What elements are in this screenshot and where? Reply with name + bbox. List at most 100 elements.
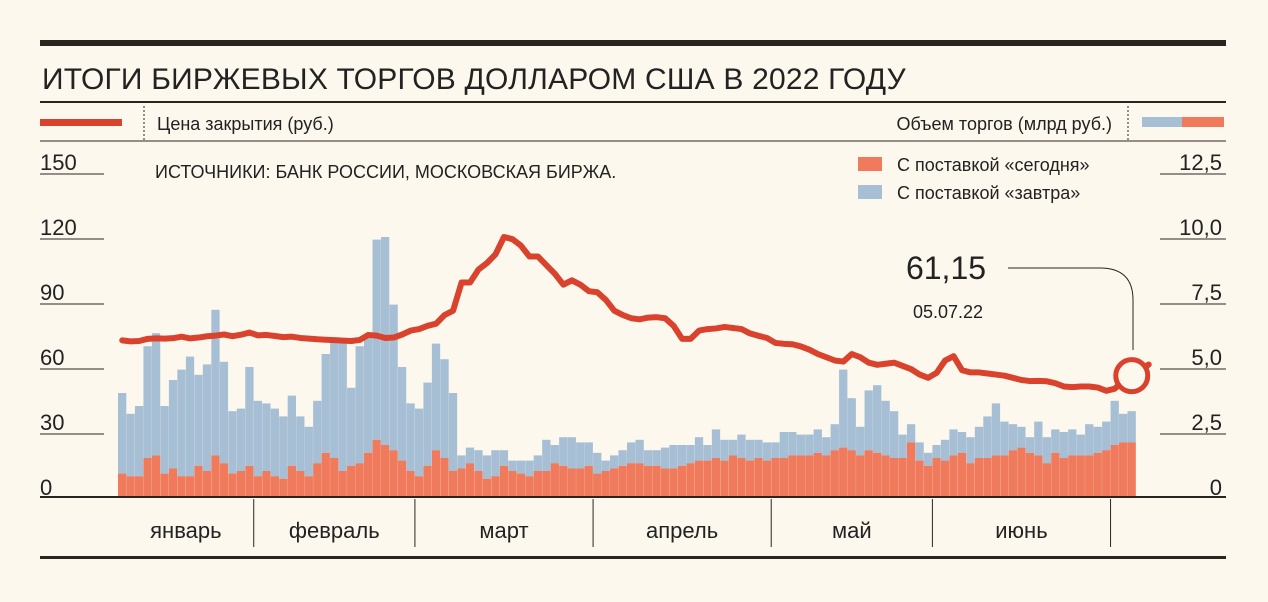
bar-tomorrow bbox=[1102, 421, 1111, 451]
annotation-leader-line bbox=[1008, 267, 1134, 350]
bar-tomorrow bbox=[567, 437, 576, 469]
bar-today bbox=[1093, 452, 1102, 497]
legend-volume-swatch-today bbox=[1182, 117, 1224, 127]
bar-today bbox=[423, 465, 432, 497]
bar-tomorrow bbox=[397, 367, 407, 461]
bar-tomorrow bbox=[457, 455, 466, 469]
legend-volume-swatch-tomorrow bbox=[1142, 117, 1182, 127]
bar-tomorrow bbox=[720, 439, 729, 461]
bar-today bbox=[805, 455, 814, 497]
bar-tomorrow bbox=[423, 382, 432, 466]
bar-tomorrow bbox=[431, 343, 441, 451]
left-axis-tick-label: 30 bbox=[40, 410, 64, 435]
legend-today-swatch bbox=[858, 157, 882, 171]
bar-tomorrow bbox=[737, 434, 746, 458]
bar-tomorrow bbox=[389, 304, 398, 451]
bar-tomorrow bbox=[711, 429, 721, 458]
bar-tomorrow bbox=[202, 364, 212, 471]
last-price-marker bbox=[1113, 357, 1151, 395]
bar-tomorrow bbox=[414, 408, 424, 477]
bar-today bbox=[771, 458, 780, 497]
bar-tomorrow bbox=[1017, 426, 1026, 448]
bar-today bbox=[813, 452, 822, 497]
bar-today bbox=[516, 473, 526, 497]
bar-today bbox=[313, 463, 322, 497]
bar-today bbox=[627, 463, 636, 497]
bar-today bbox=[559, 465, 568, 497]
bar-tomorrow bbox=[847, 398, 856, 451]
bar-tomorrow bbox=[448, 393, 458, 471]
bar-tomorrow bbox=[338, 338, 347, 471]
bar-today bbox=[686, 463, 695, 497]
bar-tomorrow bbox=[627, 442, 636, 464]
bar-tomorrow bbox=[143, 346, 152, 458]
bar-tomorrow bbox=[940, 439, 950, 461]
bar-today bbox=[440, 458, 449, 497]
bar-tomorrow bbox=[660, 447, 670, 469]
bar-today bbox=[160, 473, 169, 497]
right-axis-tick-label: 0 bbox=[1210, 475, 1222, 500]
bar-today bbox=[610, 468, 619, 497]
bar-today bbox=[1076, 455, 1085, 497]
bar-today bbox=[762, 460, 772, 497]
top-rule bbox=[40, 40, 1226, 46]
bar-today bbox=[932, 458, 941, 497]
bar-tomorrow bbox=[822, 437, 831, 456]
legend-line-swatch bbox=[40, 119, 122, 126]
last-price-annotation: 61,15 05.07.22 bbox=[906, 250, 1134, 350]
bar-today bbox=[185, 476, 195, 497]
legend-today-label: С поставкой «сегодня» bbox=[897, 155, 1090, 175]
bar-tomorrow bbox=[465, 447, 475, 464]
bar-today bbox=[1102, 450, 1111, 497]
bar-tomorrow bbox=[160, 406, 169, 474]
month-label: май bbox=[832, 518, 872, 543]
bar-today bbox=[974, 458, 984, 497]
bar-today bbox=[1110, 445, 1119, 497]
bar-today bbox=[847, 450, 856, 497]
bar-tomorrow bbox=[856, 426, 865, 456]
bar-today bbox=[601, 471, 610, 497]
bar-tomorrow bbox=[762, 442, 772, 461]
left-axis-tick-label: 0 bbox=[40, 475, 52, 500]
bar-tomorrow bbox=[601, 460, 610, 471]
bar-today bbox=[321, 452, 330, 497]
bar-tomorrow bbox=[347, 387, 356, 466]
bar-today bbox=[457, 468, 466, 497]
bar-today bbox=[126, 476, 135, 497]
right-axis-tick-label: 10,0 bbox=[1179, 215, 1222, 240]
bar-tomorrow bbox=[864, 390, 873, 451]
bar-tomorrow bbox=[915, 442, 924, 461]
bar-tomorrow bbox=[296, 416, 305, 471]
bar-tomorrow bbox=[219, 361, 229, 464]
bar-today bbox=[533, 471, 542, 497]
bar-tomorrow bbox=[584, 442, 593, 466]
month-label: январь bbox=[150, 518, 221, 543]
bar-tomorrow bbox=[754, 439, 763, 458]
bar-tomorrow bbox=[957, 432, 967, 453]
bar-tomorrow bbox=[270, 408, 280, 477]
bar-today bbox=[499, 465, 509, 497]
bar-today bbox=[864, 450, 873, 497]
bar-tomorrow bbox=[372, 239, 381, 440]
bar-tomorrow bbox=[949, 429, 958, 456]
bar-tomorrow bbox=[966, 437, 975, 464]
bar-tomorrow bbox=[533, 455, 542, 471]
bar-today bbox=[643, 465, 653, 497]
bar-tomorrow bbox=[550, 445, 559, 464]
bar-today bbox=[389, 450, 398, 497]
bar-tomorrow bbox=[542, 439, 551, 471]
bar-tomorrow bbox=[304, 426, 313, 477]
bar-tomorrow bbox=[991, 403, 1001, 456]
bar-today bbox=[694, 460, 704, 497]
bar-tomorrow bbox=[330, 338, 339, 458]
bar-today bbox=[414, 476, 424, 497]
bar-today bbox=[304, 476, 313, 497]
bar-today bbox=[287, 465, 296, 497]
bar-today bbox=[474, 471, 483, 497]
bar-tomorrow bbox=[1068, 429, 1077, 456]
bar-tomorrow bbox=[380, 237, 390, 445]
bar-tomorrow bbox=[974, 426, 984, 458]
bar-tomorrow bbox=[830, 424, 839, 451]
bar-today bbox=[788, 455, 797, 497]
